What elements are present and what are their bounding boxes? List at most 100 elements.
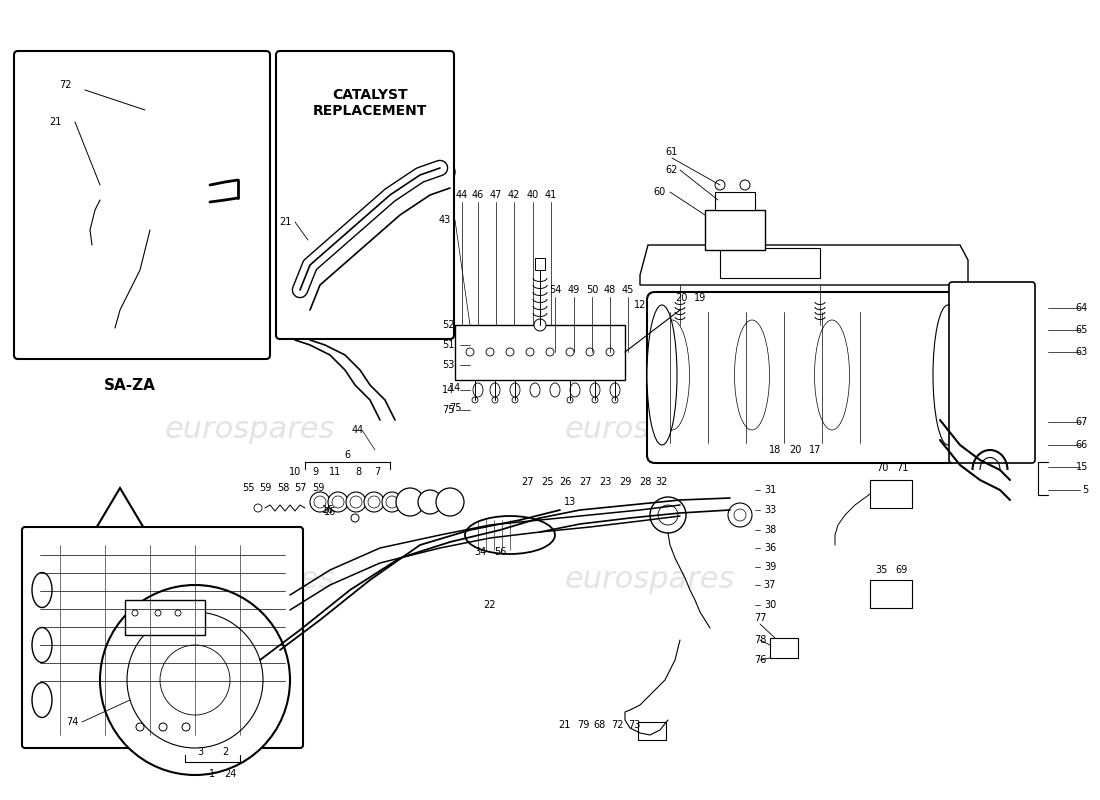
Text: eurospares: eurospares bbox=[564, 566, 735, 594]
Text: 6: 6 bbox=[344, 450, 350, 460]
Text: 32: 32 bbox=[656, 477, 668, 487]
Circle shape bbox=[486, 348, 494, 356]
Text: 75: 75 bbox=[449, 403, 461, 413]
Circle shape bbox=[160, 645, 230, 715]
Ellipse shape bbox=[32, 573, 52, 607]
Text: 43: 43 bbox=[439, 215, 451, 225]
Text: 29: 29 bbox=[619, 477, 631, 487]
Circle shape bbox=[254, 504, 262, 512]
Text: 31: 31 bbox=[763, 485, 777, 495]
Ellipse shape bbox=[530, 383, 540, 397]
Circle shape bbox=[612, 397, 618, 403]
Text: 27: 27 bbox=[520, 477, 534, 487]
Text: 12: 12 bbox=[634, 300, 646, 310]
Text: 33: 33 bbox=[763, 505, 777, 515]
Circle shape bbox=[136, 723, 144, 731]
Text: 22: 22 bbox=[484, 600, 496, 610]
Ellipse shape bbox=[490, 383, 500, 397]
Circle shape bbox=[332, 496, 344, 508]
Text: eurospares: eurospares bbox=[165, 566, 336, 594]
Circle shape bbox=[506, 348, 514, 356]
Text: 67: 67 bbox=[1076, 417, 1088, 427]
Circle shape bbox=[434, 162, 455, 182]
Circle shape bbox=[492, 397, 498, 403]
Circle shape bbox=[175, 610, 182, 616]
Text: 1: 1 bbox=[209, 769, 216, 779]
Circle shape bbox=[350, 496, 362, 508]
Text: 20: 20 bbox=[789, 445, 801, 455]
Circle shape bbox=[534, 319, 546, 331]
Text: 24: 24 bbox=[223, 769, 236, 779]
Circle shape bbox=[346, 492, 366, 512]
Text: eurospares: eurospares bbox=[564, 415, 735, 445]
Circle shape bbox=[740, 180, 750, 190]
Text: 15: 15 bbox=[1076, 462, 1088, 472]
Bar bbox=[455, 325, 625, 380]
Ellipse shape bbox=[647, 305, 676, 445]
Bar bbox=[705, 210, 764, 250]
Bar bbox=[535, 258, 544, 270]
Text: 3: 3 bbox=[197, 747, 204, 757]
Bar bbox=[770, 638, 798, 658]
Text: 14: 14 bbox=[449, 383, 461, 393]
Text: 45: 45 bbox=[621, 285, 635, 295]
Text: 54: 54 bbox=[549, 285, 561, 295]
Ellipse shape bbox=[465, 516, 556, 554]
Circle shape bbox=[364, 492, 384, 512]
Text: 35: 35 bbox=[876, 565, 888, 575]
Text: 50: 50 bbox=[586, 285, 598, 295]
Circle shape bbox=[526, 348, 534, 356]
Text: 21: 21 bbox=[48, 117, 62, 127]
Circle shape bbox=[160, 723, 167, 731]
Circle shape bbox=[314, 496, 326, 508]
Text: 74: 74 bbox=[66, 717, 78, 727]
Text: 63: 63 bbox=[1076, 347, 1088, 357]
Text: 16: 16 bbox=[323, 507, 337, 517]
FancyBboxPatch shape bbox=[14, 51, 270, 359]
Text: 78: 78 bbox=[754, 635, 767, 645]
Circle shape bbox=[132, 610, 138, 616]
Text: 76: 76 bbox=[754, 655, 767, 665]
Polygon shape bbox=[640, 245, 968, 285]
Bar bbox=[720, 248, 820, 278]
Ellipse shape bbox=[933, 305, 962, 445]
Ellipse shape bbox=[735, 320, 770, 430]
Ellipse shape bbox=[473, 383, 483, 397]
Circle shape bbox=[650, 497, 686, 533]
Bar bbox=[870, 580, 912, 608]
Ellipse shape bbox=[610, 383, 620, 397]
Ellipse shape bbox=[590, 383, 600, 397]
Text: 53: 53 bbox=[442, 360, 454, 370]
Bar bbox=[638, 722, 666, 740]
Text: 7: 7 bbox=[374, 467, 381, 477]
Ellipse shape bbox=[32, 627, 52, 662]
Text: 4: 4 bbox=[356, 425, 363, 435]
Text: 37: 37 bbox=[763, 580, 777, 590]
Circle shape bbox=[328, 492, 348, 512]
Text: 5: 5 bbox=[1081, 485, 1088, 495]
Text: 21: 21 bbox=[558, 720, 570, 730]
Text: 65: 65 bbox=[1076, 325, 1088, 335]
Text: 46: 46 bbox=[472, 190, 484, 200]
Circle shape bbox=[155, 610, 161, 616]
Text: 20: 20 bbox=[674, 293, 688, 303]
Text: 56: 56 bbox=[494, 547, 506, 557]
Text: 21: 21 bbox=[278, 217, 292, 227]
Text: 49: 49 bbox=[568, 285, 580, 295]
Circle shape bbox=[606, 348, 614, 356]
Circle shape bbox=[310, 492, 330, 512]
Circle shape bbox=[466, 348, 474, 356]
Circle shape bbox=[418, 490, 442, 514]
Text: 60: 60 bbox=[653, 187, 667, 197]
Circle shape bbox=[734, 509, 746, 521]
Ellipse shape bbox=[570, 383, 580, 397]
Text: 28: 28 bbox=[639, 477, 651, 487]
Circle shape bbox=[386, 496, 398, 508]
Text: 59: 59 bbox=[311, 483, 324, 493]
Circle shape bbox=[100, 585, 290, 775]
Text: 19: 19 bbox=[694, 293, 706, 303]
Text: 13: 13 bbox=[564, 497, 576, 507]
Bar bbox=[125, 600, 205, 635]
Text: 57: 57 bbox=[294, 483, 306, 493]
Circle shape bbox=[368, 496, 379, 508]
